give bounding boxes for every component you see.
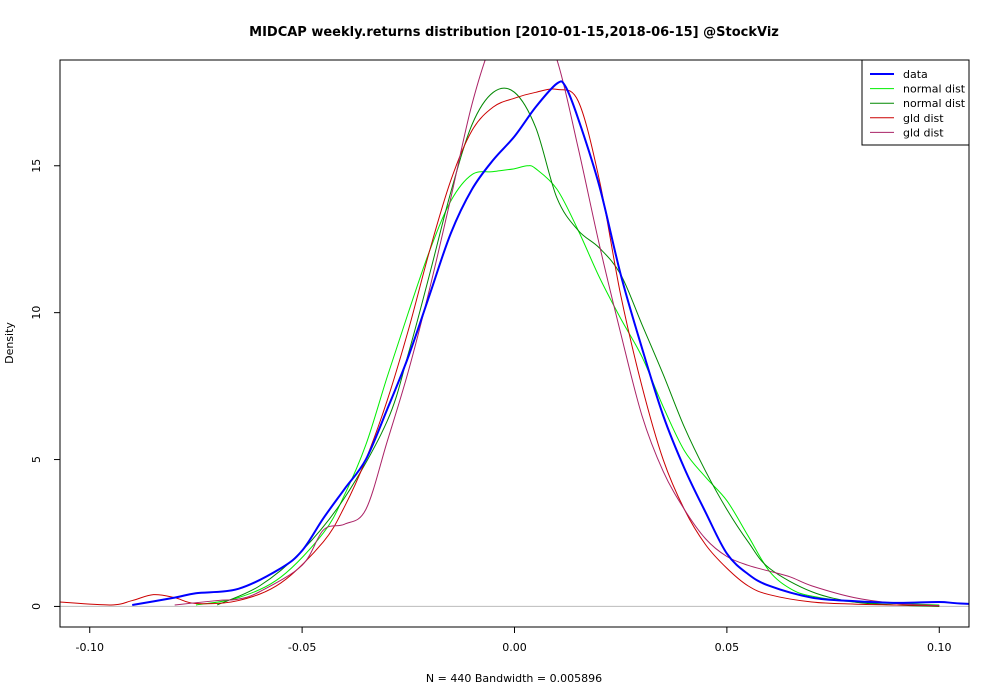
x-axis: -0.10 -0.05 0.00 0.05 0.10 xyxy=(75,627,952,654)
chart-title: MIDCAP weekly.returns distribution [2010… xyxy=(249,25,779,40)
x-tick-label: -0.05 xyxy=(288,641,316,654)
legend-label: data xyxy=(903,68,928,81)
y-tick-label: 5 xyxy=(30,456,43,463)
x-axis-label: N = 440 Bandwidth = 0.005896 xyxy=(426,672,602,685)
x-tick-label: 0.00 xyxy=(502,641,527,654)
series-line-data-0 xyxy=(132,80,969,606)
y-tick-label: 15 xyxy=(30,159,43,173)
series-line-gld-dist-4 xyxy=(174,60,940,607)
y-tick-label: 10 xyxy=(30,306,43,320)
legend-label: gld dist xyxy=(903,126,944,139)
series-line-normal-dist-2 xyxy=(216,87,940,607)
y-axis: 0 5 10 15 xyxy=(30,159,60,610)
series-line-gld-dist-3 xyxy=(60,88,940,607)
legend-label: normal dist xyxy=(903,97,966,110)
x-tick-label: 0.05 xyxy=(715,641,740,654)
series-layer xyxy=(60,60,969,607)
plot-area xyxy=(60,60,969,607)
legend-label: normal dist xyxy=(903,83,966,96)
x-tick-label: 0.10 xyxy=(927,641,952,654)
y-tick-label: 0 xyxy=(30,603,43,610)
x-tick-label: -0.10 xyxy=(75,641,103,654)
legend-label: gld dist xyxy=(903,112,944,125)
y-axis-label: Density xyxy=(3,322,16,364)
series-line-normal-dist-1 xyxy=(195,165,940,606)
plot-frame xyxy=(59,59,970,628)
